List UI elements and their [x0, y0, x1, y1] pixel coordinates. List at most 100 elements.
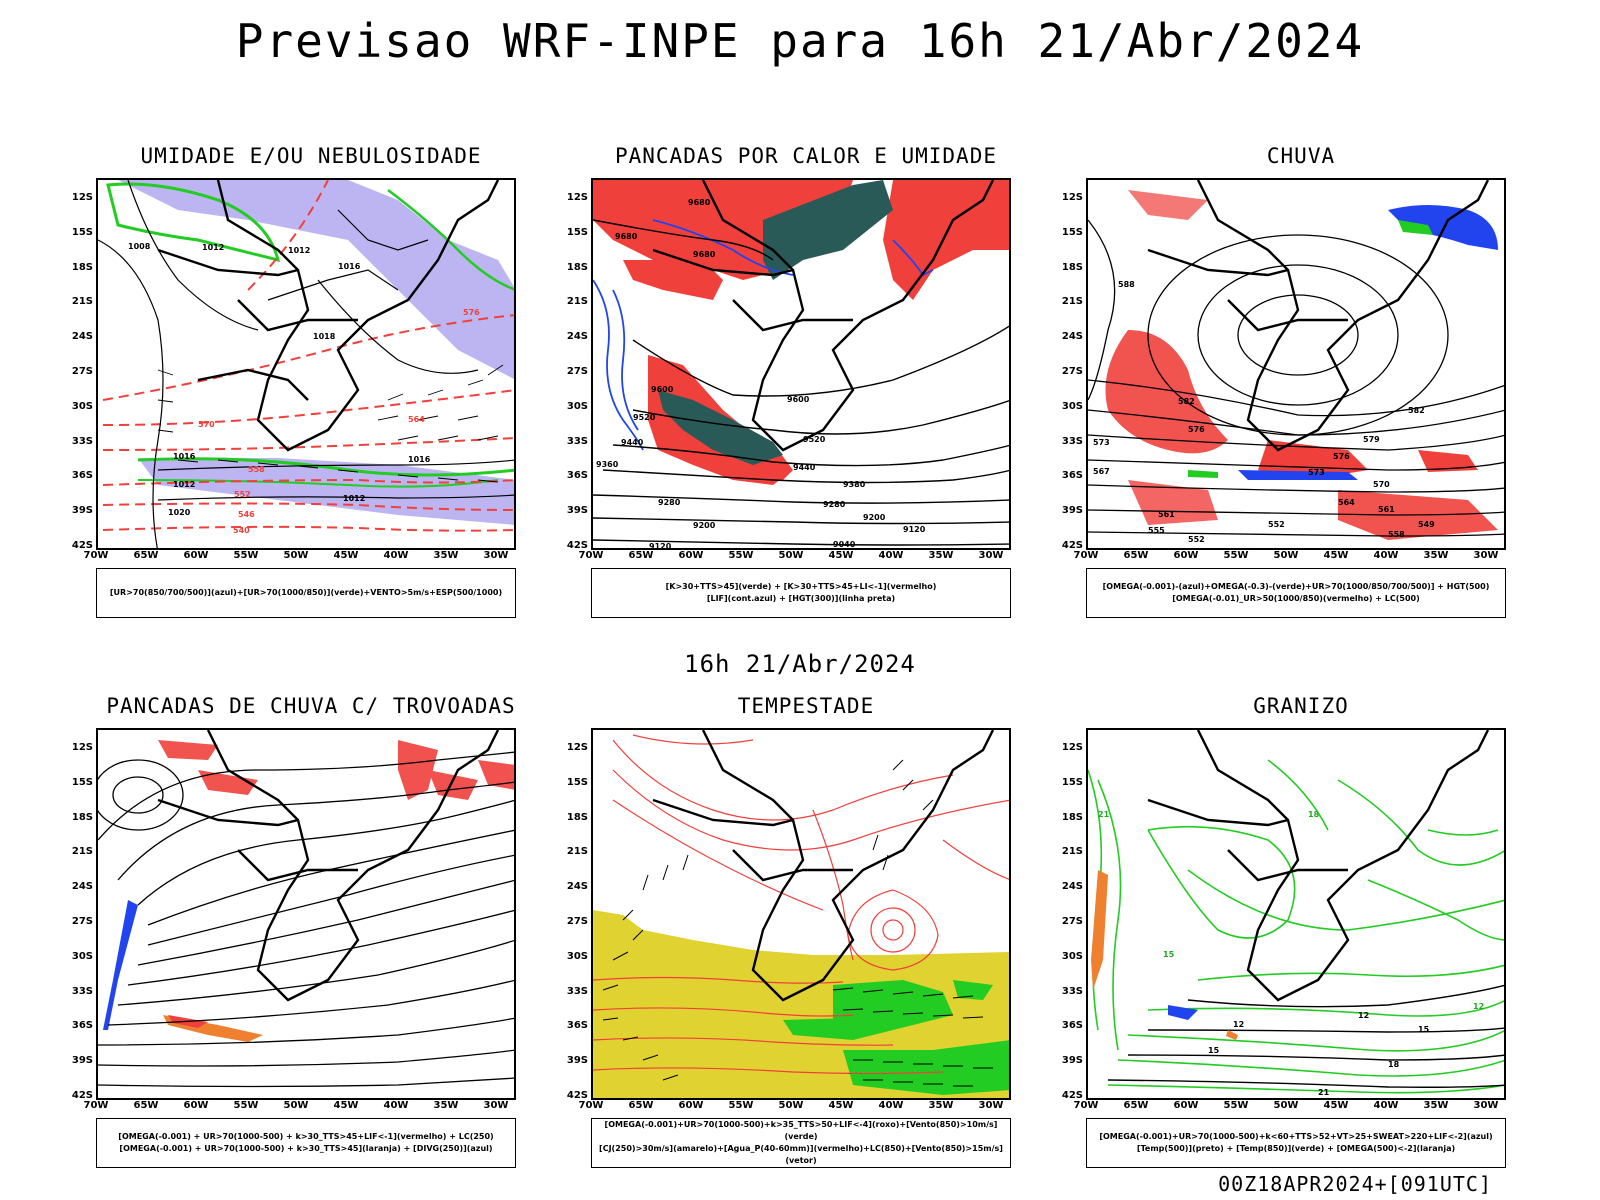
- longitude-tick-label: 45W: [828, 1100, 854, 1111]
- contour-label: 1012: [343, 494, 366, 503]
- longitude-tick-label: 50W: [778, 550, 804, 561]
- legend-line: [OMEGA(-0.001) + UR>70(1000-500) + k>30_…: [118, 1132, 494, 1141]
- longitude-tick-label: 55W: [1223, 550, 1249, 561]
- longitude-tick-label: 40W: [1373, 550, 1399, 561]
- lavender-humidity-area: [118, 180, 514, 379]
- green-wind-areas: [783, 980, 1009, 1095]
- green-humidity-ne: [387, 189, 514, 291]
- longitude-tick-label: 55W: [1223, 1100, 1249, 1111]
- valid-time-title: 16h 21/Abr/2024: [684, 650, 916, 678]
- black-temp500-contours: [1107, 984, 1504, 1088]
- legend-line: [CJ(250)>30m/s](amarelo)+[Agua_P(40-60mm…: [599, 1144, 1003, 1165]
- contour-label: 9600: [651, 385, 674, 394]
- longitude-tick-label: 40W: [383, 550, 409, 561]
- blue-divergence-area: [103, 900, 138, 1030]
- contour-label: 570: [1373, 480, 1390, 489]
- teal-instability-band: [763, 180, 893, 280]
- panel-title: UMIDADE E/OU NEBULOSIDADE: [140, 144, 482, 168]
- longitude-tick-label: 50W: [283, 1100, 309, 1111]
- longitude-tick-label: 45W: [1323, 1100, 1349, 1111]
- latitude-tick-label: 18S: [71, 261, 93, 273]
- longitude-tick-label: 65W: [133, 1100, 159, 1111]
- red-streamlines: [593, 734, 1009, 1075]
- map-frame: 9680 9680 9680 9600 9520 9440 9360 9280 …: [591, 178, 1011, 550]
- legend-line: [LIF](cont.azul) + [HGT(300)](linha pret…: [706, 594, 896, 603]
- contour-label: 576: [1188, 425, 1205, 434]
- latitude-tick-label: 15S: [566, 226, 588, 238]
- longitude-tick-label: 35W: [433, 1100, 459, 1111]
- latitude-tick-label: 36S: [566, 470, 588, 482]
- contour-label: 15: [1418, 1025, 1430, 1034]
- green-humidity-band-2: [137, 479, 499, 488]
- latitude-tick-label: 24S: [1061, 881, 1083, 893]
- panel-legend: [OMEGA(-0.001)+UR>70(1000-500)+k<60+TTS>…: [1086, 1118, 1506, 1168]
- latitude-tick-label: 30S: [566, 400, 588, 412]
- longitude-tick-label: 60W: [183, 550, 209, 561]
- contour-label: 21: [1098, 810, 1110, 819]
- longitude-tick-label: 30W: [483, 1100, 509, 1111]
- contour-label: 588: [1118, 280, 1135, 289]
- contour-label: 12: [1358, 1011, 1370, 1020]
- contour-label: 15: [1163, 950, 1175, 959]
- contour-label: 582: [1178, 397, 1195, 406]
- longitude-tick-label: 70W: [1073, 1100, 1099, 1111]
- contour-label: 1012: [173, 480, 196, 489]
- contour-label: 9680: [615, 232, 638, 241]
- map-frame: 588 582 576 573 567 561 555 552 549 582 …: [1086, 178, 1506, 550]
- black-hgt-contours: [593, 219, 1009, 546]
- latitude-tick-label: 12S: [71, 192, 93, 203]
- latitude-tick-label: 27S: [71, 366, 93, 377]
- latitude-tick-label: 42S: [566, 1090, 588, 1101]
- latitude-tick-label: 21S: [566, 846, 588, 858]
- latitude-tick-label: 24S: [71, 331, 93, 343]
- legend-line: [OMEGA(-0.001)-(azul)+OMEGA(-0.3)-(verde…: [1102, 582, 1490, 591]
- contour-label: 9520: [803, 435, 826, 444]
- longitude-tick-label: 35W: [433, 550, 459, 561]
- latitude-tick-label: 21S: [566, 296, 588, 308]
- latitude-tick-label: 36S: [1061, 1020, 1083, 1032]
- latitude-tick-label: 12S: [71, 742, 93, 753]
- contour-label: 9200: [863, 513, 886, 522]
- latitude-tick-label: 24S: [566, 331, 588, 343]
- longitude-tick-label: 60W: [183, 1100, 209, 1111]
- longitude-tick-label: 30W: [1473, 550, 1499, 561]
- latitude-tick-label: 21S: [71, 846, 93, 858]
- panel-title: TEMPESTADE: [737, 694, 875, 718]
- contour-label: 540: [233, 526, 250, 535]
- map-borders: [1147, 180, 1490, 452]
- green-humidity-band: [137, 457, 514, 477]
- longitude-tick-label: 60W: [678, 550, 704, 561]
- latitude-tick-label: 24S: [71, 881, 93, 893]
- longitude-tick-label: 65W: [1123, 550, 1149, 561]
- legend-line: [OMEGA(-0.001)+UR>70(1000-500)+k>35_TTS>…: [604, 1120, 998, 1141]
- latitude-tick-label: 15S: [71, 226, 93, 238]
- run-timestamp: 00Z18APR2024+[091UTC]: [1218, 1172, 1492, 1196]
- latitude-tick-label: 27S: [1061, 366, 1083, 377]
- page-title: Previsao WRF-INPE para 16h 21/Abr/2024: [235, 14, 1365, 68]
- red-instability-area-ne: [883, 180, 1009, 300]
- longitude-tick-label: 45W: [1323, 550, 1349, 561]
- legend-line: [OMEGA(-0.001)+UR>70(1000-500)+k<60+TTS>…: [1099, 1132, 1493, 1141]
- contour-label: 564: [408, 415, 425, 424]
- latitude-tick-label: 24S: [566, 881, 588, 893]
- contour-label: 1008: [128, 242, 151, 251]
- latitude-tick-label: 15S: [1061, 226, 1083, 238]
- longitude-tick-label: 50W: [778, 1100, 804, 1111]
- longitude-tick-label: 40W: [878, 1100, 904, 1111]
- legend-line: [UR>70(850/700/500)](azul)+[UR>70(1000/8…: [109, 588, 503, 597]
- latitude-tick-label: 21S: [1061, 296, 1083, 308]
- latitude-tick-label: 42S: [1061, 540, 1083, 551]
- red-instability-area-west: [623, 260, 723, 300]
- latitude-tick-label: 30S: [71, 400, 93, 412]
- contour-label: 576: [1333, 452, 1350, 461]
- longitude-tick-label: 45W: [828, 550, 854, 561]
- latitude-tick-label: 18S: [566, 261, 588, 273]
- longitude-tick-label: 65W: [1123, 1100, 1149, 1111]
- contour-label: 9680: [693, 250, 716, 259]
- contour-label: 1012: [202, 243, 225, 252]
- longitude-tick-label: 40W: [383, 1100, 409, 1111]
- contour-label: 21: [1318, 1088, 1330, 1097]
- blue-hail-area: [1168, 1005, 1198, 1020]
- contour-label: 9520: [633, 413, 656, 422]
- contour-label: 552: [1188, 535, 1205, 544]
